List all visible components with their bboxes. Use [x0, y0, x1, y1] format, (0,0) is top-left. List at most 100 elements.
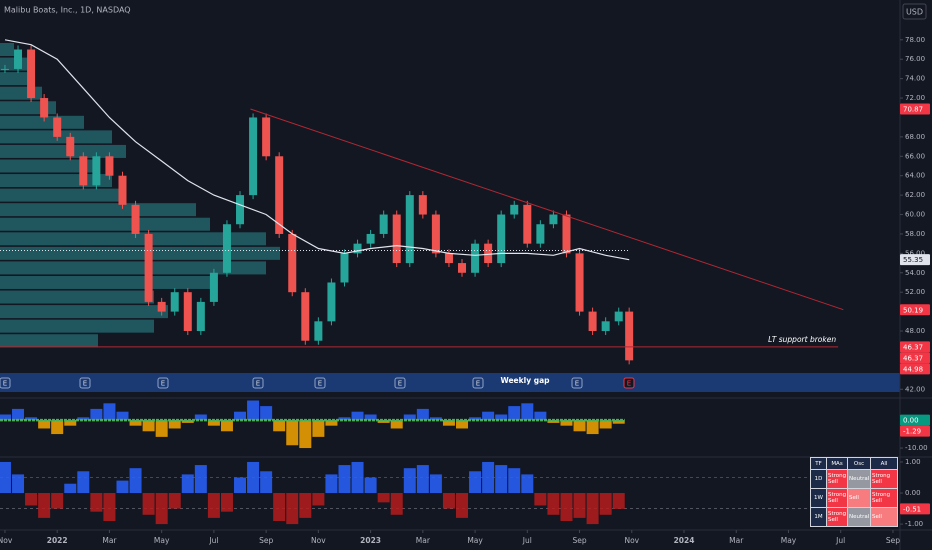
price-badge — [900, 363, 930, 375]
y-tick-label: 78.00 — [905, 36, 925, 44]
bar — [168, 493, 181, 509]
rating-cell: Neutral — [847, 507, 871, 527]
bar — [338, 417, 351, 421]
bar — [247, 400, 260, 421]
y-tick-label: -10.00 — [905, 444, 928, 452]
bar — [482, 411, 495, 421]
x-tick-label: Nov — [311, 536, 326, 545]
candle — [27, 49, 36, 99]
volume-profile-bar — [0, 232, 266, 246]
volume-profile-bar — [0, 159, 98, 173]
price-badge-label: 55.35 — [903, 256, 923, 264]
rating-cell: Sell — [870, 507, 898, 527]
price-badge-label: -0.51 — [903, 505, 921, 513]
price-badge — [900, 341, 930, 353]
bar — [351, 411, 364, 421]
candle — [366, 233, 375, 244]
price-badge — [900, 254, 930, 266]
earnings-label: E — [575, 380, 579, 388]
y-tick-label: 42.00 — [905, 385, 925, 393]
y-tick-label: 62.00 — [905, 191, 925, 199]
candle — [92, 156, 101, 186]
candle — [314, 321, 323, 341]
volume-profile-bar — [0, 261, 266, 275]
candle — [340, 253, 349, 283]
currency[interactable]: USD — [906, 8, 923, 17]
bar — [142, 420, 155, 432]
volume-profile-bar — [0, 246, 280, 260]
bar — [403, 414, 416, 421]
candle — [105, 156, 114, 176]
y-tick-label: 1.00 — [905, 458, 921, 466]
bar — [273, 420, 286, 432]
bar — [116, 411, 129, 421]
bar — [495, 465, 508, 494]
candle — [236, 195, 245, 225]
table-row: 1D Strong Sell Neutral Strong Sell — [810, 469, 898, 489]
candle — [222, 224, 231, 273]
x-tick-label: Mar — [729, 536, 744, 545]
bar — [612, 420, 625, 424]
candle — [523, 204, 532, 244]
x-tick-label: 2024 — [674, 536, 695, 545]
x-tick-label: Jul — [522, 536, 532, 545]
y-tick-label: 74.00 — [905, 75, 925, 83]
bar — [220, 420, 233, 432]
price-badge-label: -1.29 — [903, 428, 921, 436]
bar — [299, 493, 312, 518]
earnings-label: E — [318, 380, 322, 388]
price-badge-label: 44.98 — [903, 365, 923, 373]
bar — [573, 493, 586, 518]
x-tick-label: 2022 — [47, 536, 68, 545]
bar — [338, 465, 351, 494]
volume-profile-bar — [0, 115, 84, 129]
volume-profile-bar — [0, 188, 126, 202]
candle — [444, 253, 453, 264]
price-badge — [900, 425, 930, 437]
candle — [549, 214, 558, 225]
earnings-label: E — [256, 380, 260, 388]
price-badge-label: 50.19 — [903, 306, 923, 314]
bar — [207, 420, 220, 426]
bar — [168, 420, 181, 429]
y-tick-label: 0.00 — [905, 489, 921, 497]
price-badge — [900, 414, 930, 426]
bar — [51, 493, 64, 509]
bar — [234, 411, 247, 421]
bar — [469, 417, 482, 421]
x-tick-label: 2023 — [360, 536, 381, 545]
candle — [14, 49, 23, 69]
bar — [299, 420, 312, 449]
bar — [155, 493, 168, 525]
candle — [66, 136, 75, 157]
bar — [469, 471, 482, 494]
bar — [247, 461, 260, 494]
y-tick-label: 48.00 — [905, 327, 925, 335]
earnings-icon — [472, 377, 484, 389]
volume-profile-bar — [0, 334, 98, 348]
y-tick-label: 54.00 — [905, 269, 925, 277]
header-cell: TF — [810, 457, 827, 470]
y-tick-label: 66.00 — [905, 152, 925, 160]
bar — [12, 408, 25, 421]
volume-profile-bar — [0, 203, 196, 217]
bar — [508, 468, 521, 494]
candle — [196, 301, 205, 332]
bar — [377, 493, 390, 503]
earnings-icon — [314, 377, 326, 389]
rating-cell: Strong Sell — [870, 488, 898, 508]
bar — [64, 483, 77, 494]
price-badge — [900, 352, 930, 364]
bar — [207, 493, 220, 518]
candle — [484, 243, 493, 264]
currency-button[interactable] — [902, 3, 927, 20]
bar — [0, 461, 11, 494]
x-tick-label: Mar — [416, 536, 431, 545]
bar — [273, 493, 286, 521]
bar — [599, 493, 612, 515]
candle — [157, 301, 166, 312]
y-tick-label: 60.00 — [905, 211, 925, 219]
support-label: LT support broken — [768, 335, 836, 344]
candle — [458, 263, 467, 273]
x-tick-label: May — [467, 536, 483, 545]
